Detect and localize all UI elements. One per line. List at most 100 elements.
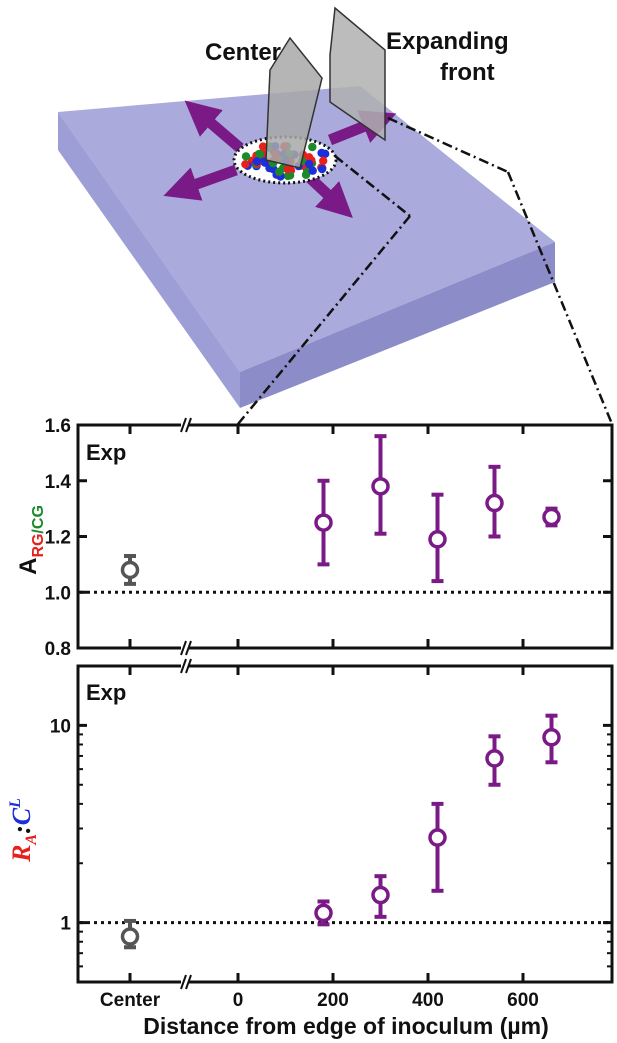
cell (308, 166, 317, 175)
cell (317, 164, 327, 174)
illustration: Center Expanding front (58, 6, 614, 425)
ylabel-colon: : (7, 825, 36, 834)
x-tick-label-center: Center (100, 990, 161, 1011)
axis-break-gap-top (181, 419, 189, 431)
panel-top-frame (76, 423, 614, 650)
cell (275, 167, 284, 176)
panel-bottom: 1 10 Exp RA:CL (7, 664, 614, 984)
x-tick-label: 600 (507, 990, 539, 1011)
expansion-arrows (163, 100, 397, 219)
y-tick-label: 0.8 (45, 639, 71, 660)
panel-top: 0.8 1.0 1.2 1.4 1.6 Exp ARG/CG (15, 416, 614, 660)
front-point (371, 434, 390, 536)
axis-break-gap-mid1 (181, 642, 189, 654)
ylabel-sub-cg: CG (30, 505, 47, 529)
ylabel-c: C (7, 807, 36, 825)
cell (319, 156, 328, 165)
center-label: Center (205, 39, 281, 66)
front-point (314, 478, 333, 567)
panel-top-ylabel: ARG/CG (15, 505, 47, 575)
zoom-line-left (237, 215, 411, 425)
front-point-marker (371, 885, 390, 905)
axis-break-mid2-1 (180, 658, 187, 674)
panel-top-y-ticks: 0.8 1.0 1.2 1.4 1.6 (45, 416, 612, 660)
cell (241, 152, 251, 161)
center-point (120, 554, 140, 586)
front-point-marker (485, 493, 504, 513)
front-point-marker (314, 903, 333, 923)
axis-break-mid1-2 (185, 640, 192, 656)
x-tick-label: 0 (233, 990, 244, 1011)
panel-bottom-label: Exp (86, 680, 126, 705)
ylabel-sub-slash: / (30, 529, 47, 534)
zoom-line-top (387, 116, 509, 174)
y-tick-label: 1.6 (45, 416, 71, 437)
panel-bottom-ylabel: RA:CL (7, 798, 40, 863)
zoom-line-mid (334, 155, 411, 217)
axis-break-top-1 (180, 417, 187, 433)
cell (258, 142, 268, 151)
slab-top-face (58, 86, 555, 372)
ylabel-r: R (7, 845, 36, 863)
y-tick-label: 1.0 (45, 583, 71, 604)
y-tick-label: 1.2 (45, 528, 71, 549)
x-axis-label: Distance from edge of inoculum (µm) (143, 1013, 549, 1039)
y-tick-label: 10 (50, 716, 71, 737)
front-point (371, 874, 390, 919)
arrow-right-down (306, 173, 353, 219)
panel-top-ylabel-text: ARG/CG (15, 505, 47, 575)
axis-break-gap-bottom (181, 976, 189, 988)
front-point (428, 801, 447, 893)
arrow-left-down (163, 164, 238, 201)
front-point (542, 506, 561, 528)
front-point-marker (428, 828, 447, 847)
axis-break-mid2-2 (185, 658, 192, 674)
front-point-marker (485, 749, 504, 768)
panel-bottom-points (120, 713, 561, 950)
axis-break-mid1-1 (180, 640, 187, 656)
y-tick-label: 1.4 (45, 472, 72, 493)
front-point (542, 713, 561, 765)
front-point-marker (542, 507, 561, 527)
center-point-marker (120, 560, 140, 580)
front-point (314, 899, 333, 927)
ylabel-a: A (15, 558, 42, 575)
panel-top-x-ticks (128, 425, 525, 648)
y-tick-label: 1 (60, 914, 71, 935)
panel-bottom-frame (76, 664, 614, 984)
zoom-line-right (506, 171, 614, 425)
ylabel-l-sup: L (7, 798, 24, 809)
center-point (120, 918, 140, 950)
ylabel-sub-rg: RG (30, 534, 47, 558)
x-tick-label: 400 (412, 990, 444, 1011)
cell (283, 165, 293, 174)
cell (255, 149, 264, 159)
cell (252, 157, 262, 166)
slab-side-face (240, 242, 555, 408)
front-plane (329, 6, 386, 142)
front-point (428, 492, 447, 584)
ylabel-a-sub: A (23, 834, 40, 846)
axis-break-gap-mid2 (181, 660, 189, 672)
slab-front-face (58, 112, 240, 408)
front-point-marker (314, 513, 333, 532)
front-point-marker (542, 728, 561, 747)
center-plane (265, 36, 323, 169)
cell (241, 160, 250, 169)
axis-break-bottom-1 (180, 974, 187, 990)
front-point (485, 464, 504, 539)
zoom-lines (237, 116, 614, 425)
axis-break-bottom-2 (185, 974, 192, 990)
panel-bottom-y-ticks: 1 10 (50, 665, 612, 983)
cell (308, 142, 317, 152)
front-label: front (440, 59, 495, 86)
expanding-label: Expanding (386, 28, 509, 55)
axis-breaks (180, 417, 192, 990)
panel-top-points (120, 434, 561, 586)
front-point-marker (428, 530, 447, 549)
panel-top-label: Exp (86, 440, 126, 465)
front-point (485, 734, 504, 787)
center-point-marker (120, 927, 140, 946)
front-point-marker (371, 477, 390, 496)
arrow-left-up (184, 100, 244, 153)
